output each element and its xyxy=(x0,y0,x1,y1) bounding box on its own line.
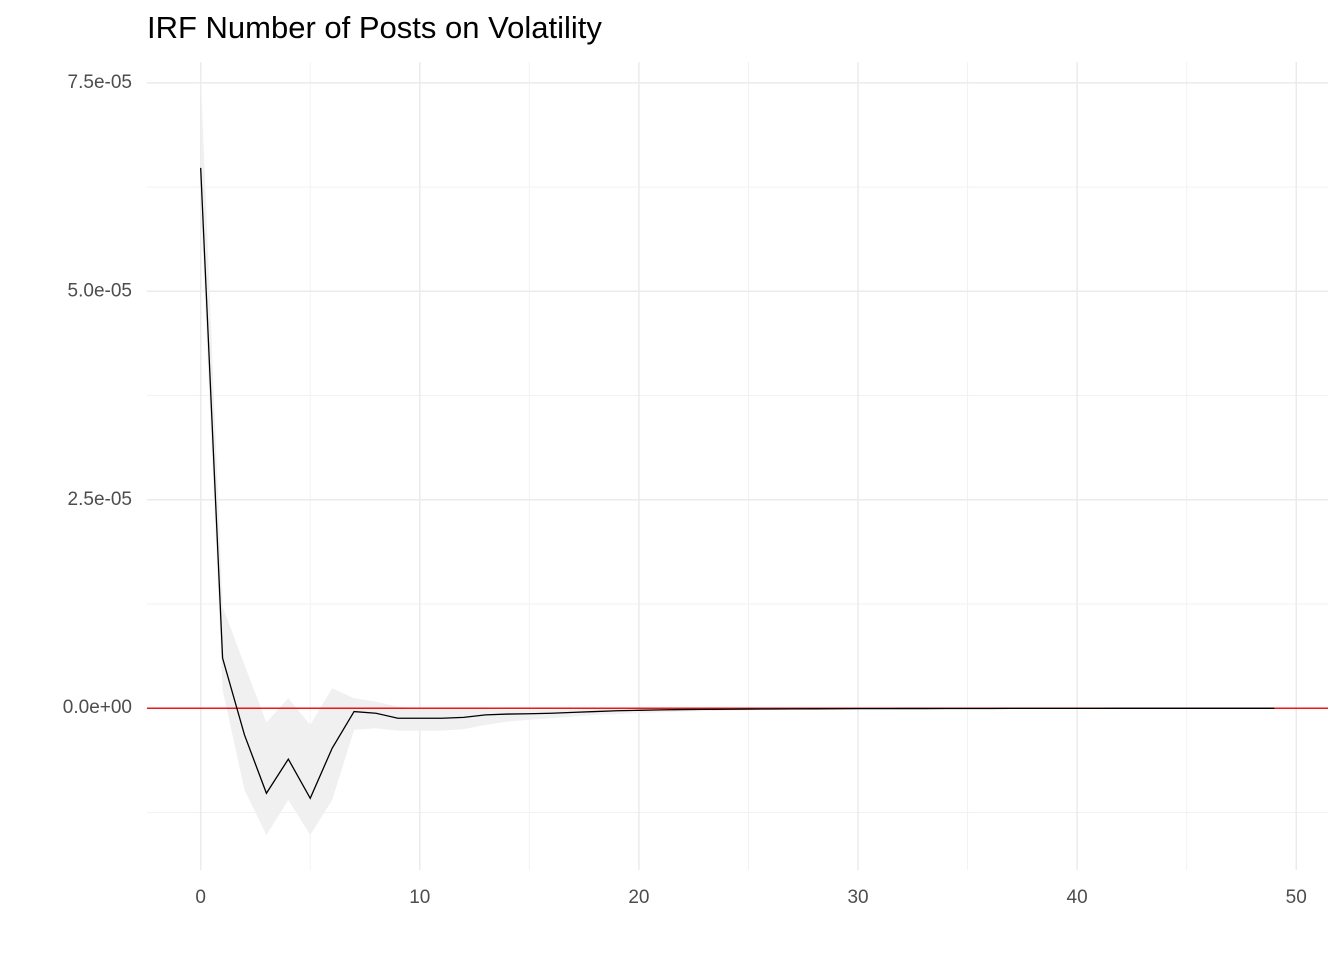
y-tick-label: 2.5e-05 xyxy=(68,489,132,510)
y-tick-label: 5.0e-05 xyxy=(68,280,132,301)
y-tick-label: 7.5e-05 xyxy=(68,72,132,93)
x-tick-label: 40 xyxy=(1067,887,1088,908)
x-tick-label: 20 xyxy=(628,887,649,908)
confidence-band xyxy=(200,74,1275,835)
irf-line xyxy=(200,167,1275,800)
x-tick-label: 10 xyxy=(409,887,430,908)
chart-title: IRF Number of Posts on Volatility xyxy=(147,10,602,45)
x-tick-label: 30 xyxy=(847,887,868,908)
y-tick-label: 0.0e+00 xyxy=(63,697,132,718)
x-tick-label: 0 xyxy=(195,887,206,908)
x-tick-label: 50 xyxy=(1286,887,1307,908)
